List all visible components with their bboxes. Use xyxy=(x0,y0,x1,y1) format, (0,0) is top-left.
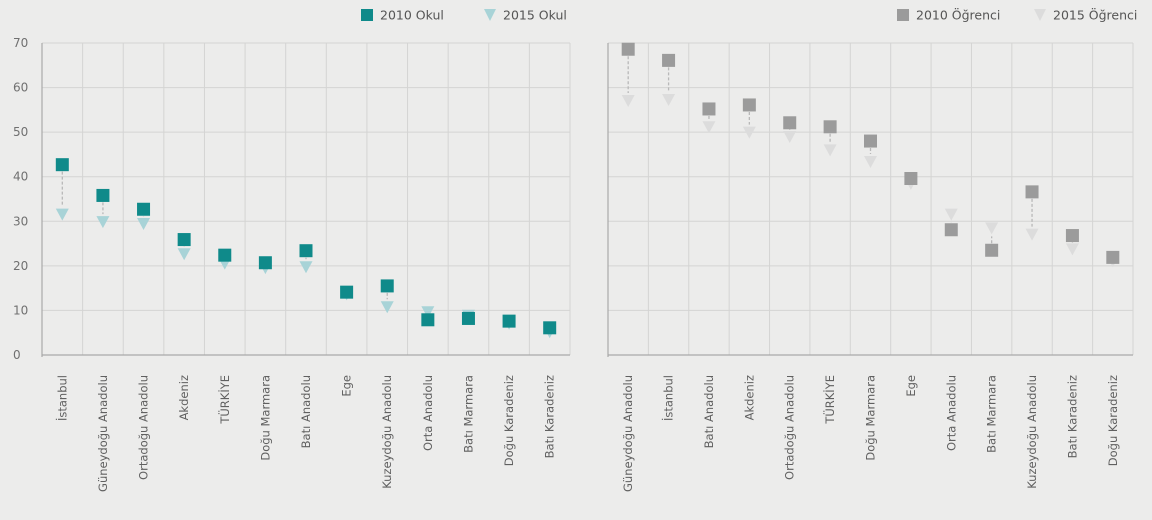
point-2015-okul xyxy=(55,208,69,221)
x-tick-label: TÜRKİYE xyxy=(216,375,232,425)
point-2010-okul xyxy=(380,279,394,293)
x-tick-label: Akdeniz xyxy=(742,375,756,420)
x-tick-label: İstanbul xyxy=(661,375,676,421)
point-2015-okul xyxy=(96,216,110,229)
point-2010-öğrenci xyxy=(985,243,999,257)
x-tick-label: Batı Karadeniz xyxy=(1065,375,1079,458)
point-2015-öğrenci xyxy=(985,222,999,235)
legend-label: 2015 Öğrenci xyxy=(1053,7,1137,23)
x-tick-label: Doğu Karadeniz xyxy=(502,375,516,466)
x-tick-label: Batı Anadolu xyxy=(702,375,716,448)
y-tick-label: 20 xyxy=(13,259,28,273)
point-2015-öğrenci xyxy=(1025,228,1039,241)
x-tick-label: Doğu Karadeniz xyxy=(1106,375,1120,466)
point-2015-öğrenci xyxy=(944,208,958,221)
x-tick-label: Kuzeydoğu Anadolu xyxy=(380,375,394,489)
point-2015-öğrenci xyxy=(823,144,837,157)
x-tick-label: Orta Anadolu xyxy=(421,375,435,451)
point-2010-okul xyxy=(137,202,151,216)
x-tick-label: TÜRKİYE xyxy=(821,375,837,425)
legend-swatch-square xyxy=(897,9,909,21)
point-2010-öğrenci xyxy=(1106,250,1120,264)
point-2015-okul xyxy=(421,306,435,319)
point-2010-okul xyxy=(96,188,110,202)
y-tick-label: 0 xyxy=(13,348,21,362)
point-2010-okul xyxy=(543,321,557,335)
point-2015-öğrenci xyxy=(662,94,676,107)
x-tick-label: Ortadoğu Anadolu xyxy=(783,375,797,480)
point-2015-öğrenci xyxy=(783,131,797,144)
x-tick-label: Batı Marmara xyxy=(985,375,999,453)
point-2010-okul xyxy=(177,233,191,247)
point-2010-öğrenci xyxy=(1065,229,1079,243)
point-2010-öğrenci xyxy=(621,42,635,56)
x-tick-label: Güneydoğu Anadolu xyxy=(96,375,110,492)
x-tick-label: Ege xyxy=(904,375,918,397)
x-tick-label: İstanbul xyxy=(54,375,69,421)
x-tick-label: Ege xyxy=(340,375,354,397)
legend: 2010 Okul 2015 Okul xyxy=(361,8,567,23)
x-tick-label: Doğu Marmara xyxy=(258,375,272,461)
legend-swatch-square xyxy=(361,9,373,21)
point-2010-öğrenci xyxy=(944,223,958,237)
y-tick-label: 60 xyxy=(13,81,28,95)
point-2010-öğrenci xyxy=(1025,185,1039,199)
point-2010-öğrenci xyxy=(904,171,918,185)
legend-label: 2010 Öğrenci xyxy=(916,7,1000,23)
point-2010-öğrenci xyxy=(864,134,877,148)
point-2010-okul xyxy=(502,314,516,328)
legend-swatch-triangle xyxy=(1034,9,1046,21)
point-2010-öğrenci xyxy=(783,116,797,130)
legend: 2010 Öğrenci 2015 Öğrenci xyxy=(897,7,1137,23)
legend-label: 2015 Okul xyxy=(503,8,567,23)
point-2015-okul xyxy=(177,248,191,261)
x-tick-label: Ortadoğu Anadolu xyxy=(137,375,151,480)
y-tick-label: 40 xyxy=(13,170,28,184)
x-tick-label: Güneydoğu Anadolu xyxy=(621,375,635,492)
point-2010-okul xyxy=(258,256,272,270)
x-tick-label: Batı Karadeniz xyxy=(543,375,557,458)
point-2010-okul xyxy=(421,313,435,327)
point-2015-okul xyxy=(137,217,151,230)
y-tick-label: 70 xyxy=(13,36,28,50)
point-2010-okul xyxy=(55,158,69,172)
chart-panel-1: 0 10 20 30 40 50 60 70 İstanbul Güneydoğu Anadolu… xyxy=(13,8,571,492)
point-2010-okul xyxy=(340,285,354,299)
x-tick-label: Orta Anadolu xyxy=(944,375,958,451)
point-2010-okul xyxy=(461,311,475,325)
point-2015-öğrenci xyxy=(742,126,756,139)
point-2010-okul xyxy=(218,248,232,262)
point-2010-okul xyxy=(299,244,313,258)
legend-label: 2010 Okul xyxy=(380,8,444,23)
point-2010-öğrenci xyxy=(662,53,676,67)
point-2015-öğrenci xyxy=(1065,243,1079,256)
x-tick-label: Batı Marmara xyxy=(461,375,475,453)
point-2010-öğrenci xyxy=(702,102,716,116)
point-2015-okul xyxy=(380,301,394,314)
y-tick-label: 10 xyxy=(13,303,28,317)
x-tick-label: Kuzeydoğu Anadolu xyxy=(1025,375,1039,489)
point-2015-öğrenci xyxy=(702,121,716,134)
legend-swatch-triangle xyxy=(484,9,496,21)
x-tick-label: Batı Anadolu xyxy=(299,375,313,448)
point-2015-öğrenci xyxy=(621,94,635,107)
point-2010-öğrenci xyxy=(742,98,756,112)
y-tick-label: 30 xyxy=(13,214,28,228)
y-tick-label: 50 xyxy=(13,125,28,139)
chart-panel-2: Güneydoğu Anadolu İstanbul Batı Anadolu Akd… xyxy=(607,7,1137,492)
point-2015-öğrenci xyxy=(864,156,877,169)
x-tick-label: Akdeniz xyxy=(177,375,191,420)
point-2015-okul xyxy=(299,261,313,274)
x-tick-label: Doğu Marmara xyxy=(864,375,878,461)
point-2010-öğrenci xyxy=(823,120,837,134)
